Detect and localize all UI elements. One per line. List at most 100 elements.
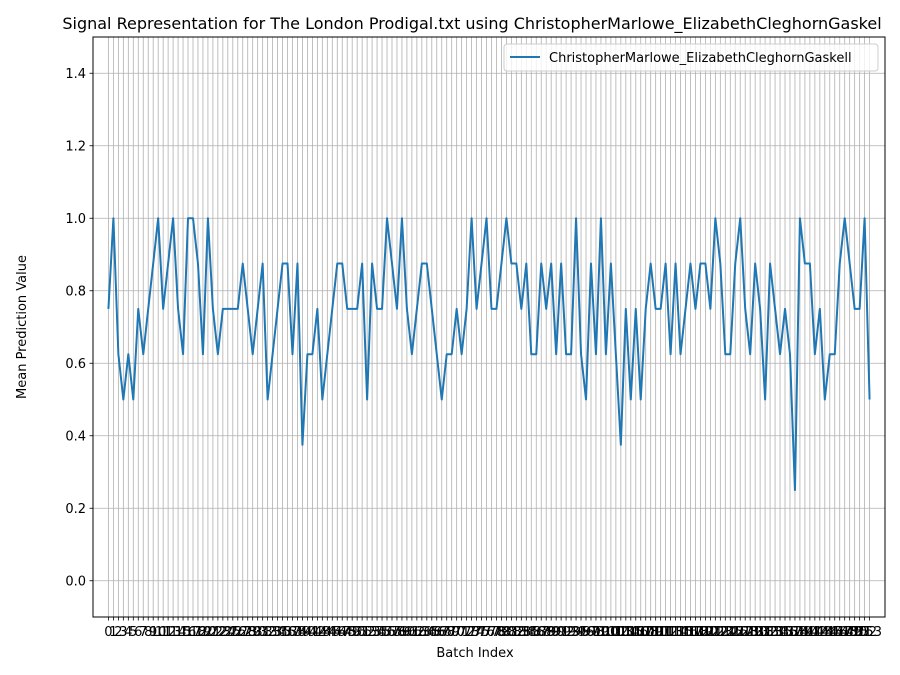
x-tick-label-31: 31 <box>254 625 271 640</box>
x-tick-label-110: 110 <box>643 625 668 640</box>
series-layer <box>107 217 871 492</box>
legend-entry: ChristopherMarlowe_ElizabethCleghornGask… <box>549 51 852 66</box>
x-tick-label-96: 96 <box>578 625 595 640</box>
x-tick-label-80: 80 <box>498 625 515 640</box>
x-tick-label-25: 25 <box>225 625 242 640</box>
x-tick-label-53: 53 <box>364 625 381 640</box>
x-tick-label-41: 41 <box>304 625 321 640</box>
x-tick-label-147: 147 <box>827 625 852 640</box>
x-tick-label-27: 27 <box>234 625 251 640</box>
x-tick-label-3: 3 <box>119 625 127 640</box>
y-tick-label-2: 0.4 <box>65 429 86 444</box>
x-tick-label-150: 150 <box>842 625 867 640</box>
x-tick-label-89: 89 <box>543 625 560 640</box>
x-tick-label-138: 138 <box>783 625 808 640</box>
plot-frame <box>92 36 886 618</box>
x-tick-label-75: 75 <box>473 625 490 640</box>
x-tick-label-120: 120 <box>693 625 718 640</box>
x-tick-label-130: 130 <box>743 625 768 640</box>
x-tick-label-119: 119 <box>688 625 713 640</box>
x-tick-label-7: 7 <box>139 625 147 640</box>
legend: ChristopherMarlowe_ElizabethCleghornGask… <box>503 43 879 72</box>
x-tick-label-142: 142 <box>802 625 827 640</box>
x-tick-label-11: 11 <box>155 625 172 640</box>
x-tick-label-114: 114 <box>663 625 688 640</box>
x-tick-label-49: 49 <box>344 625 361 640</box>
x-tick-label-83: 83 <box>513 625 530 640</box>
x-tick-label-43: 43 <box>314 625 331 640</box>
legend-box <box>503 43 879 72</box>
x-tick-label-0: 0 <box>104 625 112 640</box>
x-tick-label-74: 74 <box>468 625 485 640</box>
x-tick-label-10: 10 <box>150 625 167 640</box>
x-tick-label-117: 117 <box>678 625 703 640</box>
x-tick-label-68: 68 <box>438 625 455 640</box>
x-tick-label-86: 86 <box>528 625 545 640</box>
x-tick-label-35: 35 <box>274 625 291 640</box>
x-tick-label-77: 77 <box>483 625 500 640</box>
x-tick-label-79: 79 <box>493 625 510 640</box>
x-tick-label-97: 97 <box>583 625 600 640</box>
x-tick-label-106: 106 <box>623 625 648 640</box>
x-tick-label-103: 103 <box>608 625 633 640</box>
x-tick-label-64: 64 <box>419 625 436 640</box>
x-tick-label-36: 36 <box>279 625 296 640</box>
x-tick-label-115: 115 <box>668 625 693 640</box>
x-tick-label-143: 143 <box>807 625 832 640</box>
y-tick-label-5: 1.0 <box>65 212 86 227</box>
x-tick-label-67: 67 <box>433 625 450 640</box>
x-tick-label-33: 33 <box>264 625 281 640</box>
x-tick-label-152: 152 <box>852 625 877 640</box>
x-tick-label-13: 13 <box>165 625 182 640</box>
x-tick-label-113: 113 <box>658 625 683 640</box>
y-tick-label-1: 0.2 <box>65 502 86 517</box>
x-tick-label-61: 61 <box>404 625 421 640</box>
x-tick-label-148: 148 <box>832 625 857 640</box>
x-tick-label-104: 104 <box>613 625 638 640</box>
x-tick-label-72: 72 <box>458 625 475 640</box>
x-tick-label-81: 81 <box>503 625 520 640</box>
y-tick-label-3: 0.6 <box>65 357 86 372</box>
x-tick-label-12: 12 <box>160 625 177 640</box>
x-tick-label-18: 18 <box>190 625 207 640</box>
x-tick-label-23: 23 <box>215 625 232 640</box>
x-tick-label-40: 40 <box>299 625 316 640</box>
series-line-0 <box>107 217 871 492</box>
x-tick-label-78: 78 <box>488 625 505 640</box>
x-tick-label-126: 126 <box>723 625 748 640</box>
x-tick-label-66: 66 <box>428 625 445 640</box>
x-tick-label-50: 50 <box>349 625 366 640</box>
x-tick-label-91: 91 <box>553 625 570 640</box>
x-tick-label-136: 136 <box>773 625 798 640</box>
x-tick-label-99: 99 <box>593 625 610 640</box>
x-tick-label-4: 4 <box>124 625 132 640</box>
x-tick-label-146: 146 <box>822 625 847 640</box>
x-tick-label-124: 124 <box>713 625 738 640</box>
x-tick-label-95: 95 <box>573 625 590 640</box>
x-tick-label-47: 47 <box>334 625 351 640</box>
x-tick-label-58: 58 <box>389 625 406 640</box>
x-tick-label-1: 1 <box>109 625 117 640</box>
x-tick-label-129: 129 <box>738 625 763 640</box>
x-tick-label-54: 54 <box>369 625 386 640</box>
x-axis: 0123456789101112131415161718192021222324… <box>104 617 882 640</box>
y-tick-label-6: 1.2 <box>65 139 86 154</box>
x-axis-label: Batch Index <box>436 646 514 661</box>
x-tick-label-6: 6 <box>134 625 142 640</box>
x-tick-label-116: 116 <box>673 625 698 640</box>
x-tick-label-60: 60 <box>399 625 416 640</box>
y-tick-label-4: 0.8 <box>65 284 86 299</box>
x-tick-label-42: 42 <box>309 625 326 640</box>
x-tick-label-137: 137 <box>778 625 803 640</box>
x-tick-label-112: 112 <box>653 625 678 640</box>
x-tick-label-139: 139 <box>788 625 813 640</box>
x-tick-label-101: 101 <box>598 625 623 640</box>
x-tick-label-52: 52 <box>359 625 376 640</box>
x-tick-label-82: 82 <box>508 625 525 640</box>
x-tick-label-69: 69 <box>443 625 460 640</box>
x-tick-label-30: 30 <box>249 625 266 640</box>
x-tick-label-22: 22 <box>210 625 227 640</box>
x-tick-label-121: 121 <box>698 625 723 640</box>
x-tick-label-55: 55 <box>374 625 391 640</box>
